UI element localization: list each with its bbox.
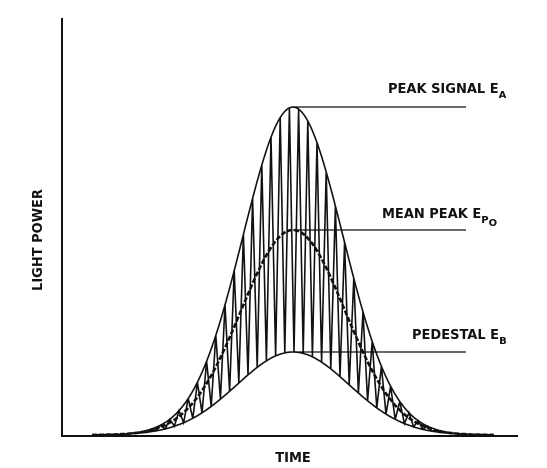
- mean-peak-curve: [92, 228, 494, 437]
- label: PEDESTAL EB: [412, 328, 507, 347]
- label: PEAK SIGNAL EA: [388, 82, 507, 101]
- curves: [91, 106, 495, 437]
- label: MEAN PEAK EPO: [382, 207, 497, 229]
- pedestal-envelope: [91, 351, 495, 436]
- y-axis-label: LIGHT POWER: [31, 189, 46, 291]
- x-axis-label: TIME: [275, 451, 311, 466]
- oscillation: [109, 107, 474, 436]
